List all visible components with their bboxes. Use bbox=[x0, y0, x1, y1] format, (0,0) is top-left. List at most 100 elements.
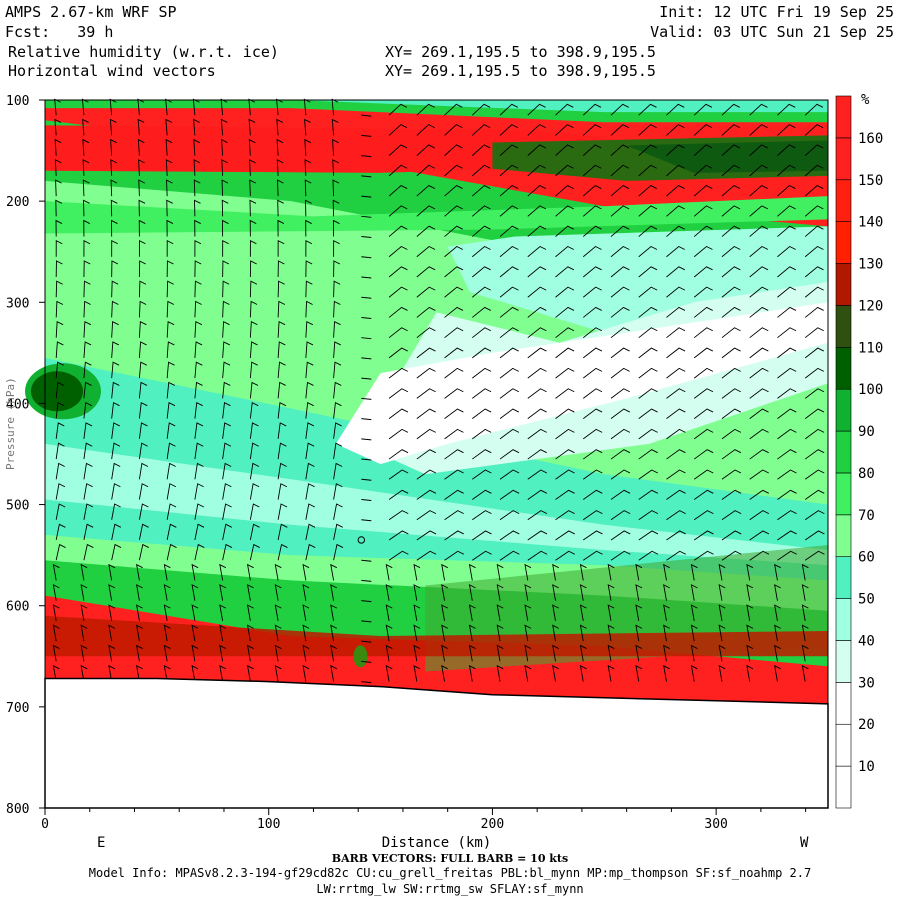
wind-barb bbox=[527, 367, 547, 379]
wind-barb bbox=[635, 604, 643, 621]
wind-barb bbox=[55, 361, 64, 379]
wind-barb bbox=[55, 422, 65, 439]
wind-barb bbox=[191, 665, 199, 682]
wind-barb bbox=[499, 347, 519, 359]
wind-barb bbox=[638, 245, 658, 258]
wind-barb bbox=[110, 199, 118, 217]
wind-barb bbox=[220, 98, 228, 116]
wind-barb bbox=[333, 442, 343, 460]
wind-barb bbox=[111, 503, 121, 520]
wind-barb bbox=[277, 381, 286, 399]
wind-barb bbox=[555, 144, 574, 156]
wind-barb bbox=[55, 462, 65, 480]
wind-barb bbox=[274, 665, 282, 682]
wind-barb bbox=[219, 644, 227, 662]
wind-barb bbox=[690, 665, 698, 682]
wind-barb bbox=[55, 483, 66, 500]
wind-barb bbox=[277, 341, 286, 358]
wind-barb bbox=[222, 300, 230, 318]
wind-barb bbox=[804, 205, 824, 217]
wind-barb bbox=[361, 600, 372, 603]
colorbar-label: 20 bbox=[858, 717, 875, 733]
wind-barb bbox=[804, 428, 825, 440]
wind-barb bbox=[108, 624, 116, 642]
wind-barb bbox=[721, 266, 741, 278]
wind-barb bbox=[333, 240, 340, 257]
wind-barb bbox=[496, 584, 504, 601]
wind-barb bbox=[166, 260, 174, 278]
wind-barb bbox=[222, 321, 230, 338]
wind-barb bbox=[222, 483, 232, 500]
colorbar-swatch bbox=[835, 221, 852, 264]
wind-barb bbox=[472, 408, 492, 419]
wind-barb bbox=[304, 179, 312, 197]
wind-barb bbox=[666, 225, 685, 237]
wind-barb bbox=[388, 286, 408, 298]
wind-barb bbox=[804, 550, 825, 561]
model-title: AMPS 2.67-km WRF SP bbox=[5, 3, 177, 21]
wind-barb bbox=[801, 665, 809, 682]
wind-barb bbox=[111, 543, 122, 561]
wind-barb bbox=[193, 138, 201, 156]
colorbar-swatch bbox=[835, 723, 852, 767]
wind-barb bbox=[249, 361, 258, 379]
wind-barb bbox=[163, 665, 171, 682]
wind-barb bbox=[471, 144, 491, 156]
wind-barb bbox=[610, 266, 630, 278]
wind-barb bbox=[277, 260, 285, 278]
wind-barb bbox=[638, 144, 657, 156]
wind-barb bbox=[166, 422, 176, 439]
wind-barb bbox=[777, 144, 796, 156]
wind-barb bbox=[276, 138, 284, 156]
wind-barb bbox=[249, 442, 259, 460]
wind-barb bbox=[527, 185, 547, 197]
colorbar-label: 90 bbox=[858, 424, 875, 440]
wind-barb bbox=[777, 469, 797, 480]
wind-barb bbox=[163, 604, 171, 621]
wind-barb bbox=[138, 240, 146, 257]
wind-barb bbox=[582, 286, 602, 298]
wind-barb bbox=[524, 584, 532, 601]
wind-barb bbox=[137, 98, 145, 116]
wind-barb bbox=[138, 341, 147, 358]
wind-barb bbox=[693, 245, 713, 258]
wind-barb bbox=[635, 644, 643, 662]
wind-barb bbox=[83, 361, 92, 379]
wind-barb bbox=[54, 118, 62, 136]
wind-barb bbox=[472, 530, 492, 541]
wind-barb bbox=[471, 124, 491, 136]
wind-barb bbox=[166, 462, 176, 480]
wind-barb bbox=[83, 442, 93, 460]
wind-barb bbox=[635, 624, 643, 642]
wind-barb bbox=[663, 604, 670, 621]
wind-barb bbox=[746, 563, 754, 581]
wind-barb bbox=[111, 422, 120, 439]
y-tick-label: 500 bbox=[6, 499, 29, 514]
wind-barb bbox=[110, 138, 117, 156]
wind-barb bbox=[468, 604, 476, 621]
wind-barb bbox=[246, 665, 254, 682]
wind-barb bbox=[638, 367, 658, 379]
wind-barb bbox=[305, 341, 314, 358]
wind-barb bbox=[136, 665, 143, 682]
wind-barb bbox=[83, 503, 94, 520]
wind-barb bbox=[83, 543, 94, 561]
wind-barb bbox=[248, 98, 256, 116]
wind-barb bbox=[693, 428, 714, 440]
wind-barb bbox=[361, 114, 372, 117]
wind-barb bbox=[777, 530, 797, 541]
wind-barb bbox=[361, 256, 372, 259]
wind-barb bbox=[305, 300, 313, 318]
wind-barb bbox=[192, 98, 200, 116]
wind-barb bbox=[499, 367, 519, 379]
wind-barb bbox=[555, 510, 575, 521]
wind-barb bbox=[194, 341, 203, 358]
rh-band bbox=[45, 615, 828, 657]
wind-barb bbox=[749, 469, 769, 480]
wind-barb bbox=[361, 660, 372, 663]
wind-barb bbox=[804, 185, 824, 197]
wind-barb bbox=[718, 563, 726, 581]
wind-barb bbox=[555, 266, 575, 278]
wind-barb bbox=[191, 563, 199, 581]
